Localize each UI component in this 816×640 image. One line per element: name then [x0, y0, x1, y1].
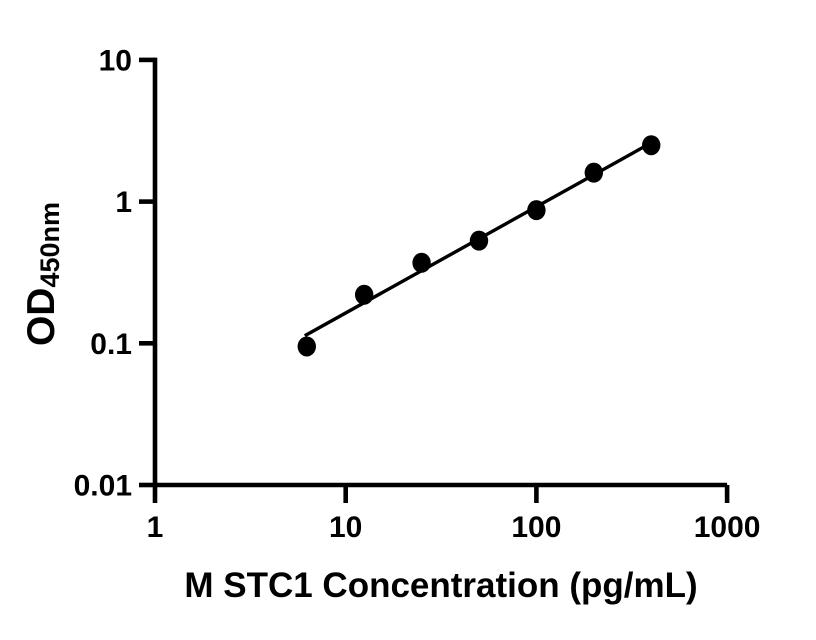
data-point [584, 162, 604, 183]
data-point [297, 336, 316, 357]
y-tick-label: 10 [99, 44, 132, 77]
data-point [527, 200, 546, 221]
y-tick-label: 0.1 [90, 328, 132, 361]
x-tick-label: 10 [329, 511, 362, 544]
y-axis-title-main: OD [20, 287, 63, 347]
x-axis-title: M STC1 Concentration (pg/mL) [184, 566, 698, 605]
x-tick-label: 1000 [694, 511, 761, 544]
y-tick-label: 0.01 [74, 470, 132, 503]
x-tick-label: 100 [511, 511, 561, 544]
y-axis-title: OD450nm [20, 144, 65, 404]
y-axis-title-subscript: 450nm [35, 201, 65, 288]
data-point [354, 284, 374, 305]
data-point [469, 230, 489, 251]
y-tick-label: 1 [115, 186, 132, 219]
data-point [642, 135, 661, 156]
x-tick-label: 1 [147, 511, 164, 544]
data-point [412, 252, 431, 273]
